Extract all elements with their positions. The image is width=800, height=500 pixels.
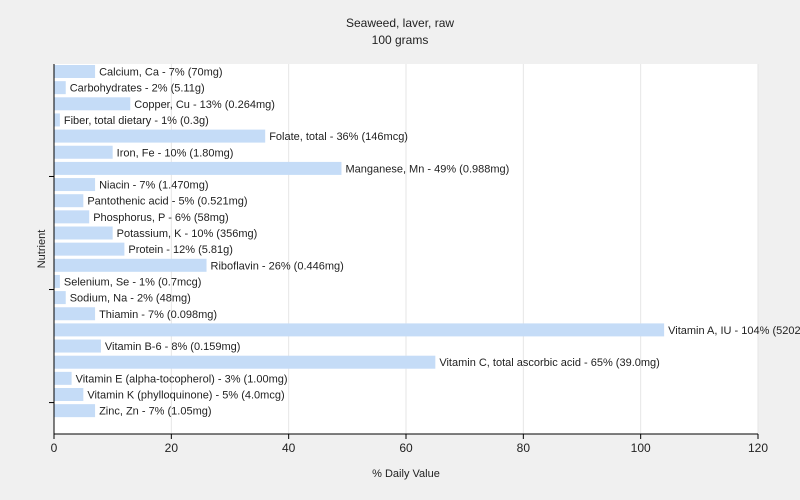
- bar-label: Carbohydrates - 2% (5.11g): [70, 83, 205, 95]
- x-tick-label: 20: [165, 441, 179, 455]
- bar-label: Vitamin E (alpha-tocopherol) - 3% (1.00m…: [76, 373, 288, 385]
- x-axis-label: % Daily Value: [372, 468, 440, 480]
- bar: [54, 323, 665, 337]
- bar: [54, 355, 436, 369]
- bar-label: Sodium, Na - 2% (48mg): [70, 293, 191, 305]
- bar: [54, 97, 131, 111]
- bar-label: Selenium, Se - 1% (0.7mcg): [64, 276, 202, 288]
- bar-label: Protein - 12% (5.81g): [128, 244, 233, 256]
- bar-label: Riboflavin - 26% (0.446mg): [211, 260, 344, 272]
- bar: [54, 81, 66, 95]
- bar-label: Vitamin B-6 - 8% (0.159mg): [105, 341, 241, 353]
- bar: [54, 404, 96, 418]
- bar-label: Copper, Cu - 13% (0.264mg): [134, 99, 275, 111]
- grid-lines: [170, 64, 759, 434]
- bar: [54, 129, 266, 143]
- bar-label: Niacin - 7% (1.470mg): [99, 180, 208, 192]
- bar-label: Potassium, K - 10% (356mg): [117, 228, 258, 240]
- bar-label: Manganese, Mn - 49% (0.988mg): [345, 163, 509, 175]
- x-tick-label: 100: [631, 441, 651, 455]
- bar: [54, 178, 96, 192]
- bar: [54, 371, 72, 385]
- bars: Calcium, Ca - 7% (70mg) Carbohydrates - 2…: [54, 65, 800, 418]
- bar: [54, 161, 342, 175]
- bar: [54, 274, 60, 288]
- x-tick-label: 120: [748, 441, 768, 455]
- y-axis-label: Nutrient: [36, 230, 48, 269]
- bar-label: Zinc, Zn - 7% (1.05mg): [99, 406, 211, 418]
- bar: [54, 194, 84, 208]
- bar: [54, 210, 90, 224]
- bar-label: Folate, total - 36% (146mcg): [269, 131, 408, 143]
- bar: [54, 145, 113, 159]
- bar: [54, 307, 96, 321]
- bar-label: Vitamin K (phylloquinone) - 5% (4.0mcg): [87, 390, 284, 402]
- bar-label: Fiber, total dietary - 1% (0.3g): [64, 115, 209, 127]
- bar: [54, 113, 60, 127]
- bar-label: Calcium, Ca - 7% (70mg): [99, 67, 222, 79]
- axes: 0 20 40 60 80 100 120: [49, 64, 768, 455]
- bar: [54, 226, 113, 240]
- x-tick-label: 40: [282, 441, 296, 455]
- bar-label: Iron, Fe - 10% (1.80mg): [117, 147, 234, 159]
- bar: [54, 339, 101, 353]
- bar: [54, 242, 125, 256]
- bar-label: Pantothenic acid - 5% (0.521mg): [87, 196, 247, 208]
- x-tick-label: 80: [517, 441, 531, 455]
- bar: [54, 388, 84, 401]
- bar-label: Vitamin C, total ascorbic acid - 65% (39…: [439, 357, 660, 369]
- bar: [54, 258, 207, 272]
- x-tick-label: 60: [399, 441, 413, 455]
- bar-label: Phosphorus, P - 6% (58mg): [93, 212, 229, 224]
- bar: [54, 291, 66, 305]
- bar-label: Vitamin A, IU - 104% (5202IU): [668, 325, 800, 337]
- x-tick-label: 0: [51, 441, 58, 455]
- chart-title: Seaweed, laver, raw: [346, 16, 454, 30]
- bar-label: Thiamin - 7% (0.098mg): [99, 309, 217, 321]
- chart-subtitle: 100 grams: [372, 33, 429, 47]
- bar: [54, 65, 96, 78]
